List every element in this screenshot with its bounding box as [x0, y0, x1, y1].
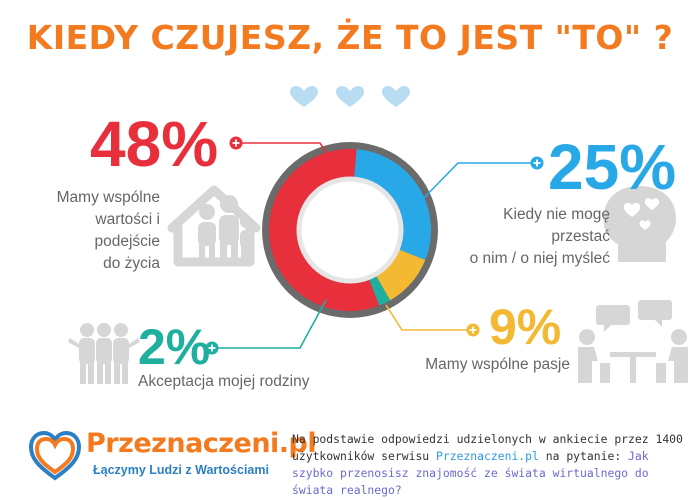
- heart-icon: [290, 86, 318, 107]
- label-line: przestać: [551, 228, 610, 245]
- hearts-decoration: [290, 86, 410, 107]
- connector-48: [240, 142, 336, 166]
- item-25-percent: 25%: [548, 131, 677, 203]
- brand-tagline: Łączymy Ludzi z Wartościami: [93, 463, 269, 477]
- label-line: Mamy wspólne pasje: [425, 356, 570, 373]
- page-title: KIEDY CZUJESZ, ŻE TO JEST "TO" ?: [26, 18, 674, 57]
- item-48-label: Mamy wspólne wartości i podejście do życ…: [40, 187, 160, 275]
- label-line: Akceptacja mojej rodziny: [138, 373, 310, 390]
- label-line: o nim / o niej myśleć: [469, 250, 610, 267]
- brand-name[interactable]: Przeznaczeni.pl: [86, 428, 317, 459]
- label-line: do życia: [103, 255, 160, 272]
- footer-text-mid: na pytanie:: [538, 449, 629, 463]
- connector-25: [417, 162, 535, 205]
- heart-icon: [336, 86, 364, 107]
- brand-heart-logo-icon: [28, 430, 82, 481]
- item-9-label: Mamy wspólne pasje: [420, 354, 570, 376]
- label-line: wartości i podejście: [94, 211, 161, 250]
- footer-question: Jak szybko przenosisz znajomość ze świat…: [292, 449, 649, 497]
- item-2-percent: 2%: [138, 319, 211, 375]
- footer-site-link[interactable]: Przeznaczeni.pl: [436, 449, 539, 463]
- connector-2: [213, 299, 327, 349]
- conversation-icon: [578, 300, 688, 383]
- item-9-percent: 9%: [489, 299, 562, 355]
- connector-lines: [213, 142, 535, 349]
- people-group-icon: [68, 323, 140, 384]
- label-line: Mamy wspólne: [56, 189, 160, 206]
- item-48-percent: 48%: [90, 108, 219, 180]
- donut-hole: [299, 179, 401, 281]
- label-line: Kiedy nie mogę: [503, 206, 610, 223]
- family-house-icon: [167, 185, 261, 267]
- item-2-label: Akceptacja mojej rodziny: [138, 371, 338, 393]
- donut-inner-ring: [296, 176, 404, 284]
- heart-icon: [382, 86, 410, 107]
- footer-source-note: Na podstawie odpowiedzi udzielonych w an…: [292, 431, 687, 499]
- footer-text-before: Na podstawie odpowiedzi udzielonych w an…: [292, 432, 683, 463]
- item-25-label: Kiedy nie mogę przestać o nim / o niej m…: [440, 204, 610, 270]
- head-thinking-icon: [603, 186, 676, 262]
- connector-9: [385, 304, 470, 331]
- connector-plus-markers: [205, 136, 544, 355]
